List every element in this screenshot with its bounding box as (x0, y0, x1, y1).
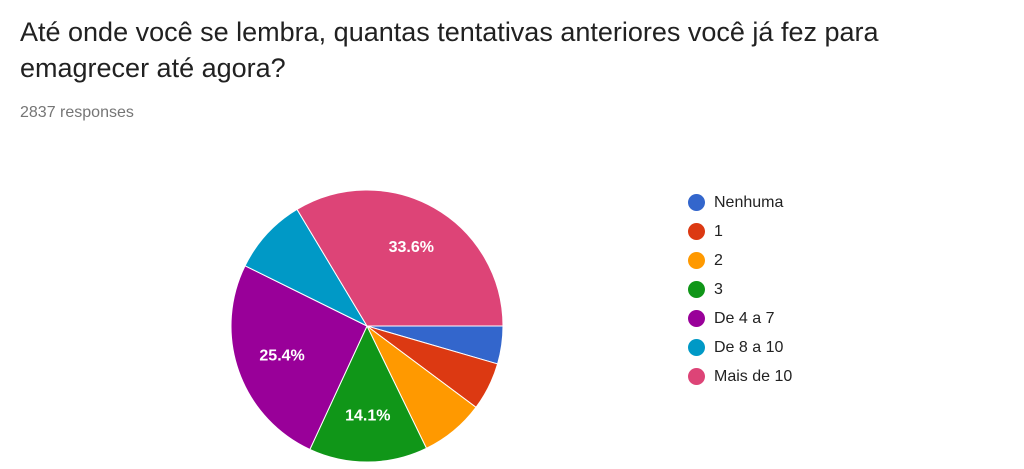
legend-swatch (688, 368, 705, 385)
legend-label: Nenhuma (714, 193, 784, 211)
legend-swatch (688, 252, 705, 269)
legend-label: 2 (714, 251, 723, 269)
legend-item[interactable]: 1 (688, 217, 792, 246)
legend-swatch (688, 281, 705, 298)
question-title: Até onde você se lembra, quantas tentati… (20, 17, 879, 83)
legend-label: Mais de 10 (714, 367, 793, 385)
slice-data-label: 33.6% (389, 239, 434, 256)
pie-slice-3[interactable] (309, 324, 428, 463)
pie-slice-mais-de-10[interactable] (296, 189, 504, 327)
response-count: 2837 responses (20, 104, 134, 121)
slice-data-label: 25.4% (259, 348, 304, 365)
legend-swatch (688, 339, 705, 356)
legend-label: De 4 a 7 (714, 309, 775, 327)
slice-data-label: 14.1% (345, 408, 390, 425)
legend-item[interactable]: 2 (688, 246, 792, 275)
legend-item[interactable]: De 8 a 10 (688, 333, 792, 362)
legend-swatch (688, 194, 705, 211)
legend-label: De 8 a 10 (714, 338, 784, 356)
legend-label: 3 (714, 280, 723, 298)
legend-item[interactable]: 3 (688, 275, 792, 304)
pie-slice-de-4-a-7[interactable] (230, 265, 368, 451)
legend-swatch (688, 223, 705, 240)
pie-slice-de-8-a-10[interactable] (244, 208, 369, 328)
pie-slices (230, 189, 504, 463)
legend-item[interactable]: Mais de 10 (688, 362, 792, 391)
legend-label: 1 (714, 222, 723, 240)
legend-swatch (688, 310, 705, 327)
legend-item[interactable]: Nenhuma (688, 188, 792, 217)
chart-legend: Nenhuma 1 2 3 De 4 a 7 De 8 a 10 Mais de 10 (688, 188, 792, 391)
pie-labels: 14.1% 25.4% 33.6% (259, 239, 434, 424)
legend-item[interactable]: De 4 a 7 (688, 304, 792, 333)
